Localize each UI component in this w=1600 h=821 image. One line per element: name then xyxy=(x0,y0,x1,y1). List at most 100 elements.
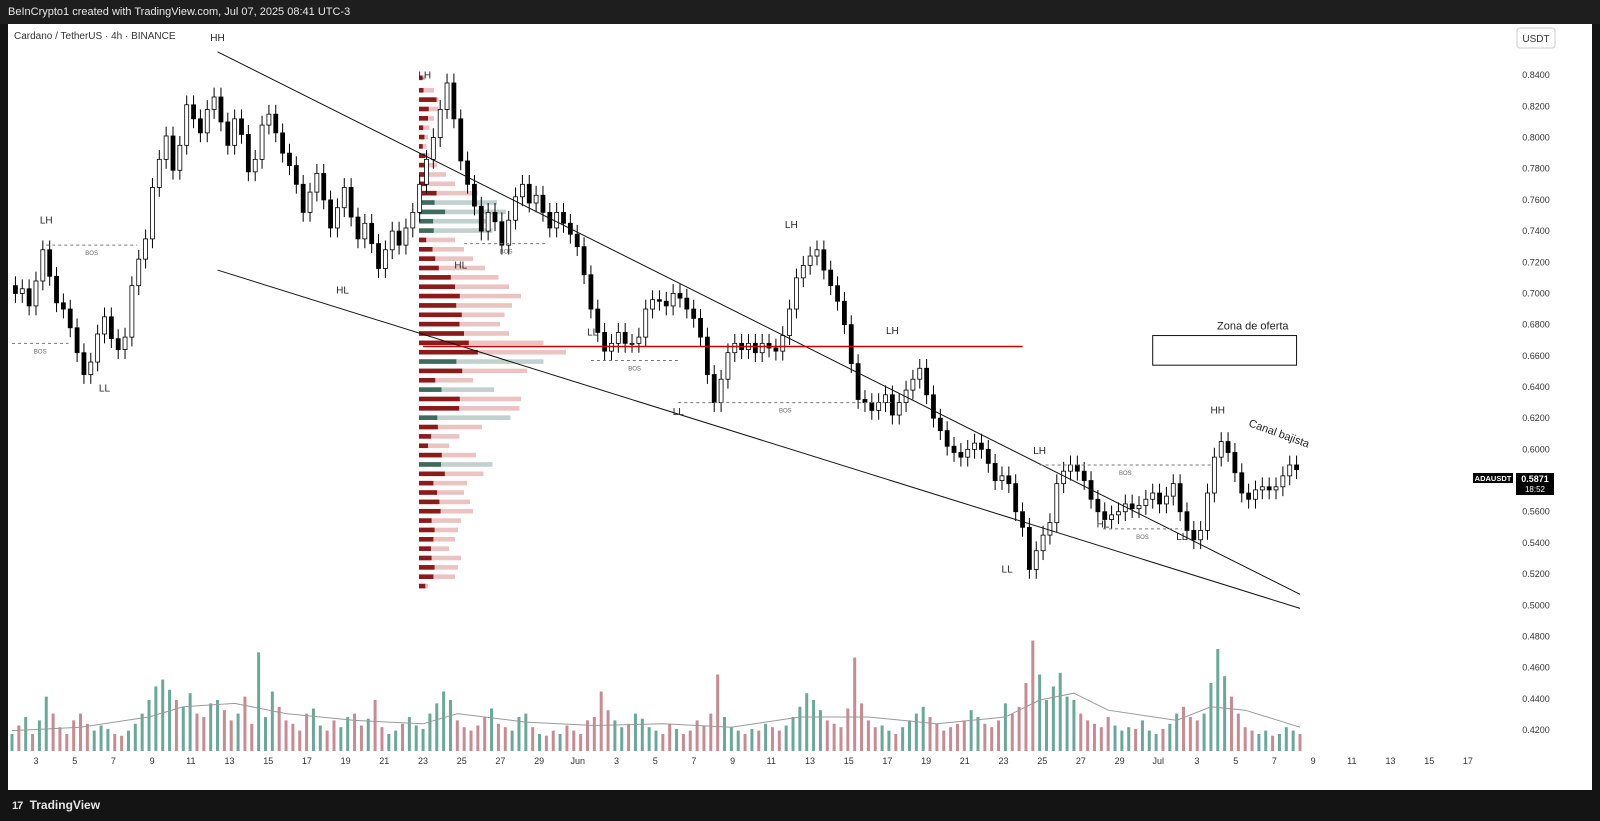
volume-bar xyxy=(353,713,357,751)
profile-bar-core xyxy=(419,87,424,93)
profile-bar xyxy=(419,527,458,533)
candle-body xyxy=(348,187,354,218)
price-chart[interactable]: Canal bajista Zona de oferta BOS BOS BOS BOS… xyxy=(8,24,1592,790)
candle-body xyxy=(163,135,169,160)
candle-body xyxy=(1033,550,1039,570)
volume-bar xyxy=(853,657,857,751)
profile-bar-core xyxy=(419,546,431,551)
candle-body xyxy=(972,442,977,450)
candle-body xyxy=(1253,489,1258,500)
volume-bar xyxy=(599,691,603,751)
volume-bar xyxy=(1031,640,1035,751)
profile-bar-core xyxy=(419,237,427,243)
profile-bar-core xyxy=(419,265,439,271)
chart-panel[interactable]: Canal bajista Zona de oferta BOS BOS BOS BOS… xyxy=(8,24,1592,790)
volume-bar xyxy=(805,693,809,751)
volume-bar xyxy=(421,728,425,751)
volume-bar xyxy=(72,720,76,751)
x-tick-label: 9 xyxy=(1311,756,1316,766)
profile-bar-core xyxy=(419,181,427,187)
volume-bar xyxy=(983,723,987,751)
candle-body xyxy=(896,402,902,416)
candle-body xyxy=(67,308,73,329)
profile-bar xyxy=(419,574,455,580)
candle-body xyxy=(369,222,375,244)
candle-body xyxy=(300,183,306,213)
candle-body xyxy=(19,288,25,294)
profile-bar xyxy=(419,546,449,551)
currency-button[interactable]: USDT xyxy=(1516,27,1556,49)
profile-bar xyxy=(419,377,473,383)
x-tick-label: Jun xyxy=(571,756,586,766)
candle-body xyxy=(328,199,333,229)
candle-body xyxy=(677,293,683,299)
candle-body xyxy=(670,293,676,307)
candle-body xyxy=(574,233,580,248)
x-tick-label: 21 xyxy=(379,756,389,766)
volume-bar xyxy=(531,727,535,751)
x-tick-label: 29 xyxy=(534,756,544,766)
volume-bar xyxy=(606,710,610,751)
profile-bar xyxy=(419,125,430,130)
candle-body xyxy=(198,118,203,134)
swing-label: HH xyxy=(210,33,224,44)
candle-body xyxy=(102,316,107,335)
candle-body xyxy=(424,158,429,185)
candle-body xyxy=(835,285,840,302)
candle-body xyxy=(259,124,265,160)
candle-body xyxy=(136,258,142,287)
candle-body xyxy=(602,332,608,352)
volume-bar xyxy=(373,700,377,751)
candle-body xyxy=(341,187,347,209)
swing-label: LH xyxy=(418,70,431,81)
profile-bar-core xyxy=(419,331,464,336)
candle-body xyxy=(663,300,669,307)
candle-body xyxy=(869,402,875,411)
y-tick-label: 0.7200 xyxy=(1522,257,1550,267)
volume-bar xyxy=(764,723,768,751)
volume-bar xyxy=(955,723,959,751)
y-tick-label: 0.7000 xyxy=(1522,288,1550,298)
candle-body xyxy=(191,104,196,120)
candle-body xyxy=(396,230,402,246)
candle-body xyxy=(1259,486,1265,491)
x-tick-label: 15 xyxy=(844,756,854,766)
profile-bar-core xyxy=(419,555,432,561)
profile-bar-core xyxy=(419,209,446,215)
candle-body xyxy=(759,342,765,354)
candle-body xyxy=(506,219,512,246)
y-tick-label: 0.6600 xyxy=(1522,351,1550,361)
volume-bar xyxy=(887,730,891,751)
volume-bar xyxy=(366,718,370,751)
candle-body xyxy=(60,302,66,310)
profile-bar-core xyxy=(419,396,460,402)
profile-bar-core xyxy=(419,247,433,252)
caption-bar: BeInCrypto1 created with TradingView.com… xyxy=(0,0,1600,24)
candle-body xyxy=(485,211,491,232)
profile-bar xyxy=(419,443,449,449)
volume-bar xyxy=(572,730,576,751)
profile-bar-core xyxy=(419,303,457,308)
volume-bar xyxy=(1250,730,1254,751)
bos-label: BOS xyxy=(500,250,513,256)
candle-body xyxy=(1225,441,1231,453)
volume-bar xyxy=(1298,734,1302,751)
volume-bar xyxy=(1092,723,1096,751)
volume-bar xyxy=(37,720,41,751)
volume-bar xyxy=(798,706,802,751)
volume-bar xyxy=(524,713,528,751)
candle-body xyxy=(787,308,792,336)
x-tick-label: 3 xyxy=(614,756,619,766)
candle-body xyxy=(855,363,861,400)
volume-bar xyxy=(401,723,405,751)
volume-bar xyxy=(99,725,103,751)
candle-body xyxy=(472,183,477,207)
profile-bar-core xyxy=(419,162,425,168)
volume-bar xyxy=(688,730,692,751)
volume-bar xyxy=(510,730,514,751)
swing-label: LL xyxy=(99,384,111,395)
volume-bar xyxy=(476,725,480,751)
volume-bar xyxy=(1134,728,1138,751)
volume-bar xyxy=(750,728,754,751)
x-tick-label: 13 xyxy=(805,756,815,766)
